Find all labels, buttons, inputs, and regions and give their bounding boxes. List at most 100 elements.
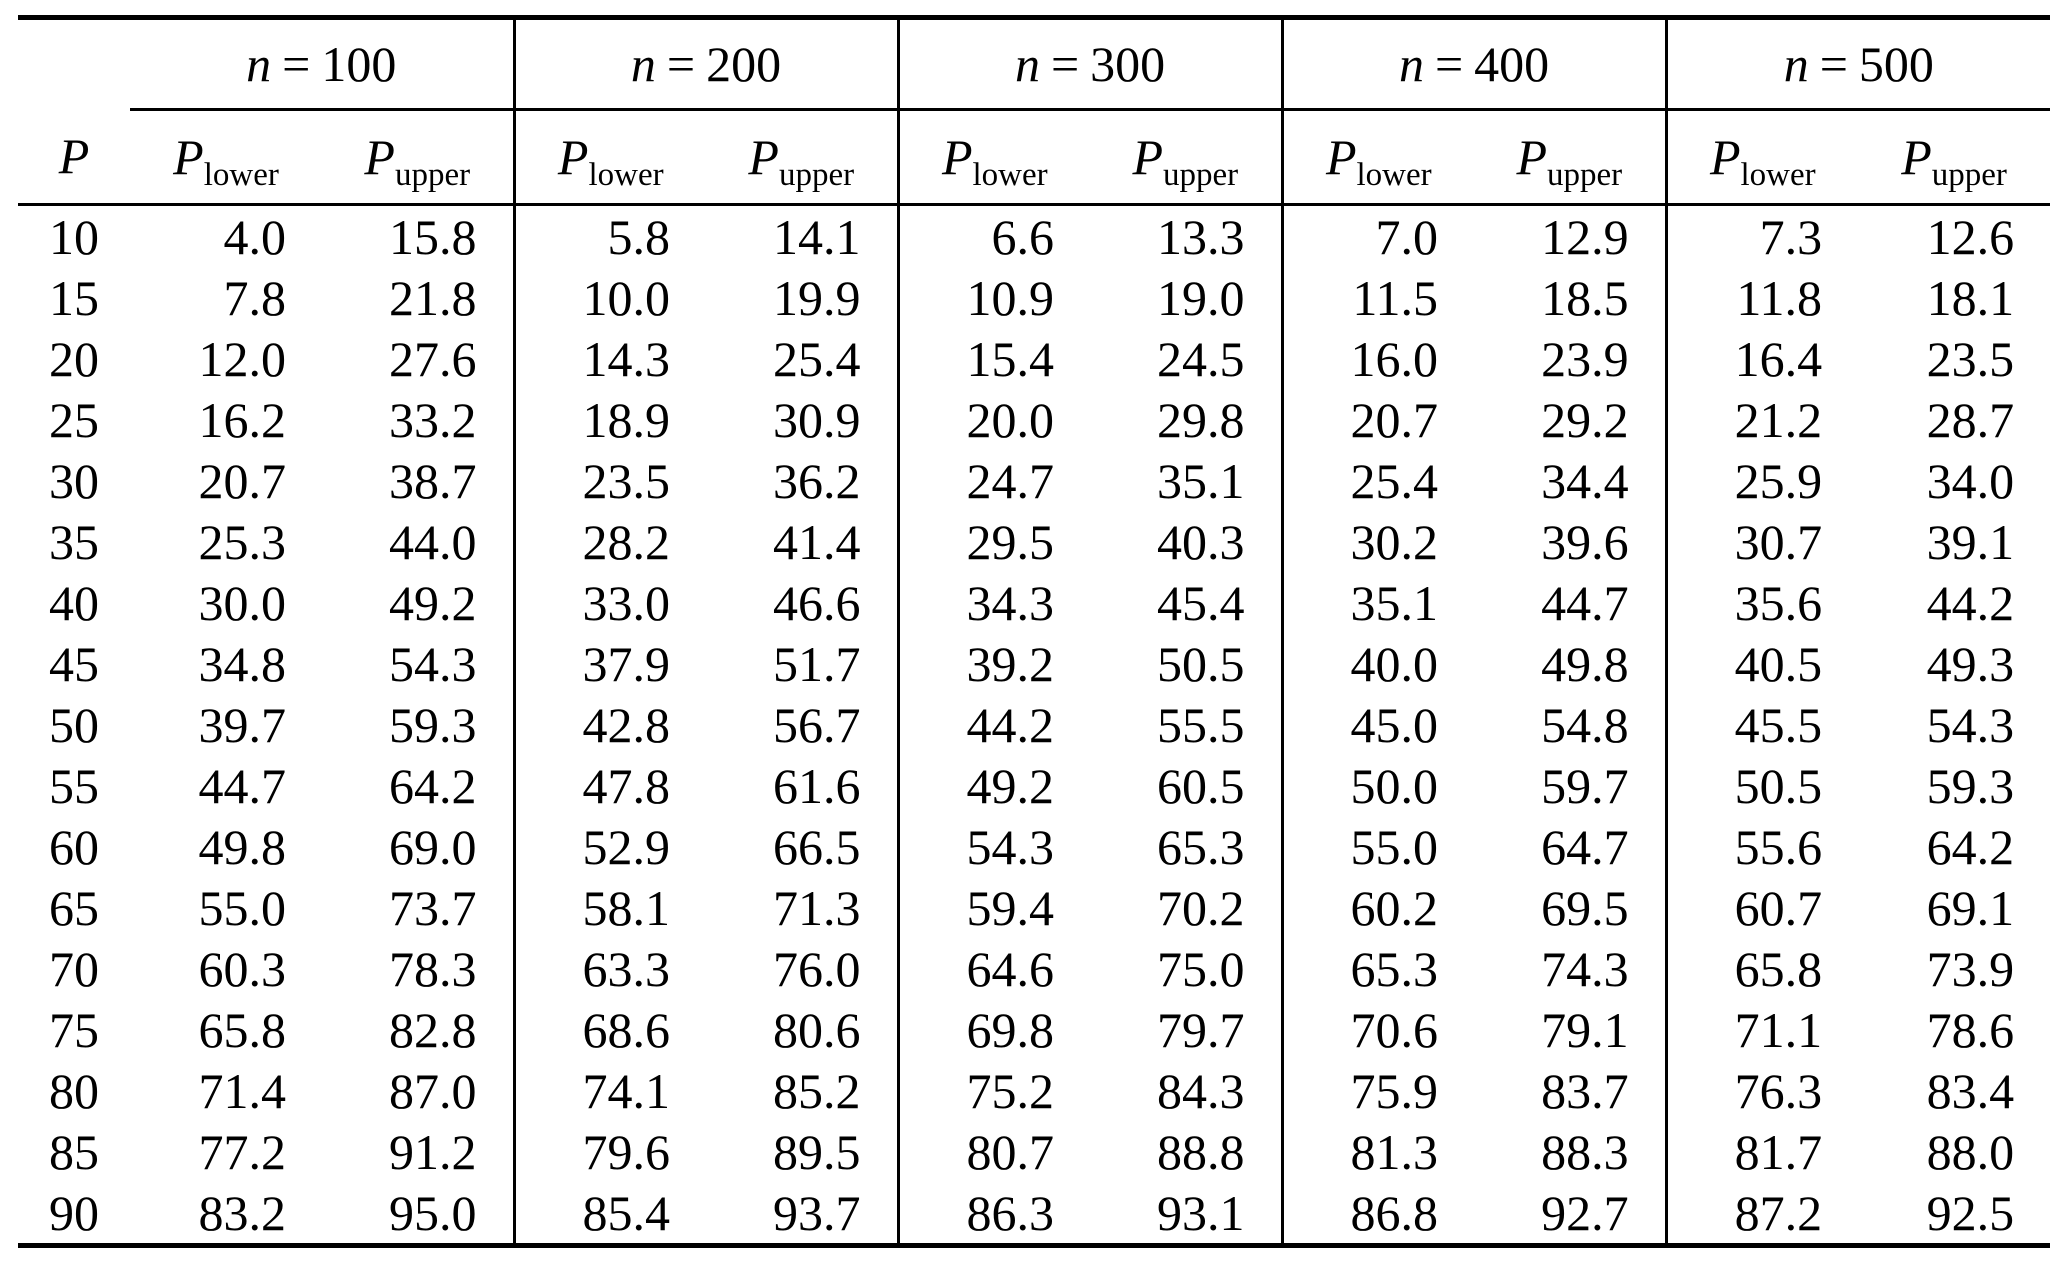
p-upper-cell: 75.0: [1157, 940, 1245, 997]
p-upper-cell: 83.7: [1541, 1062, 1629, 1119]
p-lower-cell: 10.0: [512, 267, 707, 328]
table-row: 65 55.0 73.7 58.1 71.3 59.4 70.2 60.2 69…: [18, 877, 2050, 938]
p-lower-cell: 23.5: [512, 450, 707, 511]
p-upper-cell: 88.3: [1541, 1123, 1629, 1180]
p-upper-cell: 71.3: [773, 879, 861, 936]
p-upper-cell: 59.3: [1926, 757, 2015, 814]
p-lower-cell: 6.6: [896, 204, 1091, 267]
p-lower-cell: 81.7: [1664, 1121, 1859, 1182]
lower-subscript: lower: [1356, 157, 1432, 193]
p-upper-cell: 95.0: [389, 1184, 477, 1241]
p-symbol: P: [557, 129, 589, 185]
p-upper-cell: 29.2: [1541, 391, 1629, 448]
upper-subscript: upper: [1162, 157, 1239, 193]
p-value-cell: 45: [49, 635, 99, 692]
p-symbol: P: [364, 129, 395, 185]
column-header-row: P Plower Pupper Plower Pupper Plower Pup…: [18, 109, 2051, 206]
p-upper-cell: 93.1: [1157, 1184, 1245, 1241]
table-row: 60 49.8 69.0 52.9 66.5 54.3 65.3 55.0 64…: [18, 816, 2050, 877]
p-lower-cell: 50.5: [1664, 755, 1859, 816]
p-lower-cell: 65.3: [1280, 938, 1475, 999]
p-lower-cell: 71.1: [1664, 999, 1859, 1060]
p-lower-cell: 64.6: [896, 938, 1091, 999]
group-value: 300: [1090, 36, 1166, 92]
upper-subscript: upper: [1547, 157, 1623, 193]
p-upper-cell: 92.7: [1541, 1184, 1629, 1241]
p-upper-cell: 27.6: [389, 330, 477, 387]
p-upper-cell: 14.1: [773, 208, 861, 265]
p-upper-cell: 23.5: [1926, 330, 2015, 387]
p-lower-cell: 76.3: [1664, 1060, 1859, 1121]
p-upper-cell: 73.9: [1926, 940, 2015, 997]
table-row: 80 71.4 87.0 74.1 85.2 75.2 84.3 75.9 83…: [18, 1060, 2050, 1121]
p-lower-cell: 49.2: [896, 755, 1091, 816]
equals-sign: =: [666, 36, 696, 92]
upper-subscript: upper: [1931, 157, 2007, 193]
p-value-cell: 30: [49, 452, 99, 509]
p-symbol: P: [1325, 129, 1357, 185]
p-lower-cell: 35.1: [1280, 572, 1475, 633]
group-variable: n: [630, 36, 656, 92]
table-row: 85 77.2 91.2 79.6 89.5 80.7 88.8 81.3 88…: [18, 1121, 2050, 1182]
p-upper-cell: 78.3: [389, 940, 477, 997]
p-symbol: P: [173, 129, 204, 185]
p-lower-cell: 71.4: [198, 1062, 287, 1119]
p-value-cell: 20: [49, 330, 99, 387]
group-header-n100: n = 100: [130, 17, 515, 111]
p-upper-cell: 66.5: [773, 818, 861, 875]
p-upper-cell: 54.3: [1926, 696, 2015, 753]
p-column-header: P: [18, 109, 130, 206]
table-row: 45 34.8 54.3 37.9 51.7 39.2 50.5 40.0 49…: [18, 633, 2050, 694]
p-lower-cell: 60.3: [198, 940, 287, 997]
p-upper-cell: 93.7: [773, 1184, 861, 1241]
p-value-cell: 25: [49, 391, 99, 448]
group-variable: n: [1783, 36, 1809, 92]
p-upper-cell: 92.5: [1926, 1184, 2015, 1241]
table-row: 25 16.2 33.2 18.9 30.9 20.0 29.8 20.7 29…: [18, 389, 2050, 450]
p-upper-cell: 55.5: [1157, 696, 1245, 753]
table-row: 20 12.0 27.6 14.3 25.4 15.4 24.5 16.0 23…: [18, 328, 2050, 389]
p-upper-cell: 54.3: [389, 635, 477, 692]
p-lower-cell: 77.2: [198, 1123, 287, 1180]
p-upper-cell: 30.9: [773, 391, 861, 448]
group-variable: n: [1398, 36, 1424, 92]
p-lower-cell: 14.3: [512, 328, 707, 389]
p-lower-cell: 4.0: [223, 208, 287, 265]
equals-sign: =: [1050, 36, 1080, 92]
p-upper-cell: 13.3: [1157, 208, 1245, 265]
p-lower-cell: 7.3: [1664, 204, 1859, 267]
p-lower-cell: 87.2: [1664, 1182, 1859, 1246]
equals-sign: =: [1819, 36, 1848, 92]
p-lower-cell: 45.0: [1280, 694, 1475, 755]
p-upper-cell: 61.6: [773, 757, 861, 814]
group-header-n400: n = 400: [1280, 17, 1667, 111]
p-lower-cell: 16.2: [198, 391, 287, 448]
p-upper-cell: 70.2: [1157, 879, 1245, 936]
p-lower-cell: 59.4: [896, 877, 1091, 938]
p-lower-cell: 55.0: [198, 879, 287, 936]
group-header-row: n = 100 n = 200 n = 300 n = 400 n = 500: [18, 17, 2051, 111]
table-row: 35 25.3 44.0 28.2 41.4 29.5 40.3 30.2 39…: [18, 511, 2050, 572]
group-variable: n: [1014, 36, 1040, 92]
p-upper-cell: 59.7: [1541, 757, 1629, 814]
p-lower-cell: 21.2: [1664, 389, 1859, 450]
p-upper-cell: 18.1: [1926, 269, 2015, 326]
p-lower-cell: 74.1: [512, 1060, 707, 1121]
p-upper-cell: 12.6: [1926, 208, 2015, 265]
p-upper-cell: 49.2: [389, 574, 477, 631]
p-upper-cell: 64.2: [1926, 818, 2015, 875]
p-lower-cell: 65.8: [1664, 938, 1859, 999]
p-upper-cell: 39.6: [1541, 513, 1629, 570]
p-lower-cell: 49.8: [198, 818, 287, 875]
col-header-p-lower: Plower: [1664, 109, 1859, 206]
p-upper-cell: 12.9: [1541, 208, 1629, 265]
p-symbol: P: [748, 129, 779, 185]
equals-sign: =: [1434, 36, 1464, 92]
group-header-n500: n = 500: [1664, 17, 2051, 111]
p-lower-cell: 44.7: [198, 757, 287, 814]
p-upper-cell: 76.0: [773, 940, 861, 997]
p-lower-cell: 30.2: [1280, 511, 1475, 572]
p-symbol: P: [1901, 129, 1932, 185]
col-header-p-lower: Plower: [896, 109, 1091, 206]
p-upper-cell: 49.3: [1926, 635, 2015, 692]
